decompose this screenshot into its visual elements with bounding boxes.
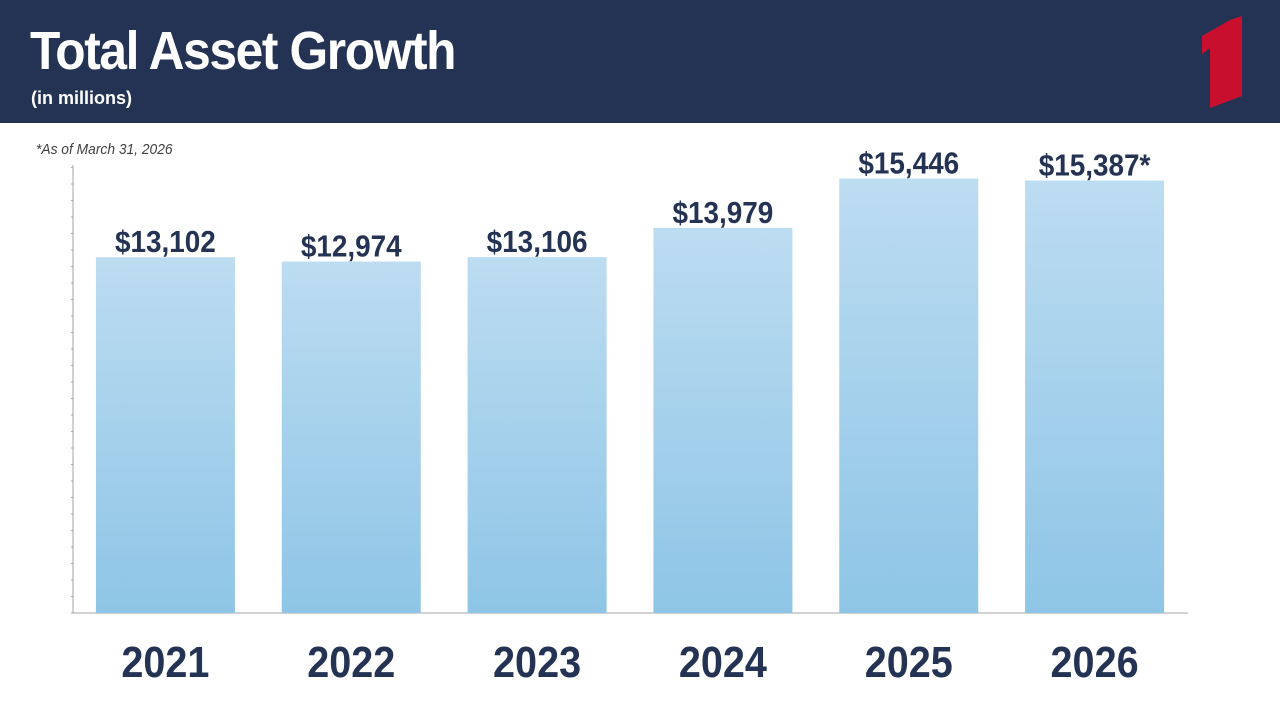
x-tick-label-2023: 2023 xyxy=(493,637,581,686)
chart-footnote: *As of March 31, 2026 xyxy=(36,141,173,158)
x-tick-label-2026: 2026 xyxy=(1051,637,1139,686)
bar-2022 xyxy=(281,261,421,613)
x-tick-label-2021: 2021 xyxy=(121,637,209,686)
x-tick-label-2024: 2024 xyxy=(679,637,768,686)
bar-2021 xyxy=(95,257,235,613)
page-title: Total Asset Growth xyxy=(30,21,456,81)
company-logo-icon xyxy=(1202,16,1242,108)
data-label-2022: $12,974 xyxy=(301,229,402,264)
x-tick-label-2025: 2025 xyxy=(865,637,953,686)
data-label-2024: $13,979 xyxy=(672,195,773,230)
page-subtitle: (in millions) xyxy=(31,88,132,108)
data-label-2026: $15,387* xyxy=(1039,148,1151,183)
data-label-2025: $15,446 xyxy=(858,146,959,181)
header-banner xyxy=(0,0,1280,123)
bar-2026 xyxy=(1025,180,1165,613)
data-label-2021: $13,102 xyxy=(115,225,216,260)
x-tick-label-2022: 2022 xyxy=(307,637,395,686)
bar-2025 xyxy=(839,178,979,613)
bar-2023 xyxy=(467,257,607,613)
data-label-2023: $13,106 xyxy=(487,225,588,260)
bar-2024 xyxy=(653,227,793,613)
